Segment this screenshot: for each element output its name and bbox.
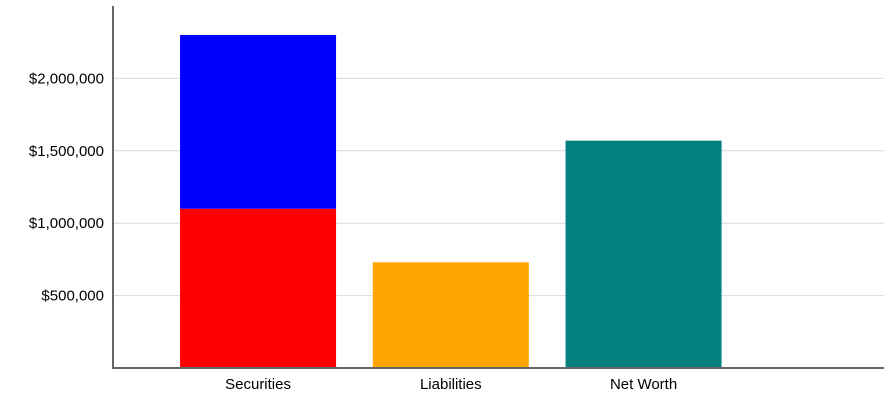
bar-securities-segment-1	[180, 208, 337, 368]
x-tick-label: Net Worth	[610, 376, 677, 393]
bars	[180, 34, 722, 368]
x-tick-label: Securities	[225, 376, 291, 393]
bar-net-worth-segment-1	[565, 140, 722, 368]
y-tick-label: $500,000	[41, 288, 104, 305]
bar-securities-segment-2	[180, 34, 337, 209]
y-tick-label: $1,000,000	[29, 215, 104, 232]
axes	[112, 6, 884, 369]
bar-liabilities-segment-1	[372, 262, 529, 368]
y-tick-label: $1,500,000	[29, 143, 104, 160]
y-tick-label: $2,000,000	[29, 70, 104, 87]
labels: $500,000 $1,000,000 $1,500,000 $2,000,000 Se…	[29, 70, 677, 393]
x-tick-label: Liabilities	[420, 376, 482, 393]
